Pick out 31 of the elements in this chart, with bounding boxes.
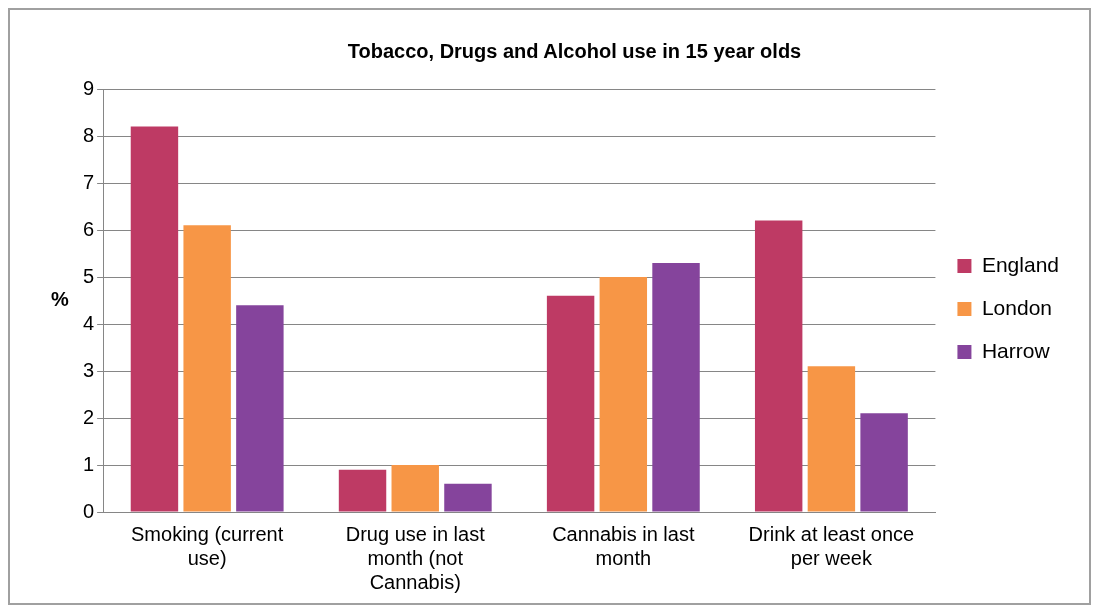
- bar: [754, 220, 803, 512]
- bar: [130, 126, 179, 512]
- bar: [444, 483, 492, 512]
- legend-label: London: [981, 295, 1053, 319]
- bar: [807, 366, 856, 512]
- bar: [652, 262, 700, 512]
- x-tick-label: Cannabis in last month: [552, 522, 695, 569]
- bar: [236, 305, 284, 512]
- y-tick-label: 4: [83, 311, 95, 334]
- y-axis-title: %: [51, 288, 70, 311]
- bar: [599, 277, 648, 512]
- bar: [546, 295, 595, 512]
- y-tick-label: 8: [83, 123, 95, 146]
- bar: [183, 225, 231, 512]
- y-tick-label: 1: [83, 452, 95, 475]
- x-tick-label: Smoking (current use): [131, 522, 284, 569]
- y-tick-label: 7: [83, 170, 95, 193]
- bar: [338, 469, 387, 512]
- bar: [391, 465, 439, 512]
- legend-label: Harrow: [981, 338, 1051, 362]
- y-tick-label: 2: [83, 405, 95, 428]
- x-tick-label: Drink at least once per week: [748, 522, 915, 569]
- bar: [860, 413, 908, 512]
- x-tick-label: Drug use in last month (not Cannabis): [345, 522, 486, 593]
- chart-title: Tobacco, Drugs and Alcohol use in 15 year olds: [347, 39, 802, 62]
- y-tick-label: 5: [83, 264, 95, 287]
- y-tick-label: 0: [83, 499, 95, 522]
- legend-label: England: [981, 252, 1060, 276]
- y-tick-label: 9: [83, 76, 95, 99]
- y-tick-label: 6: [83, 217, 95, 240]
- y-tick-label: 3: [83, 358, 95, 381]
